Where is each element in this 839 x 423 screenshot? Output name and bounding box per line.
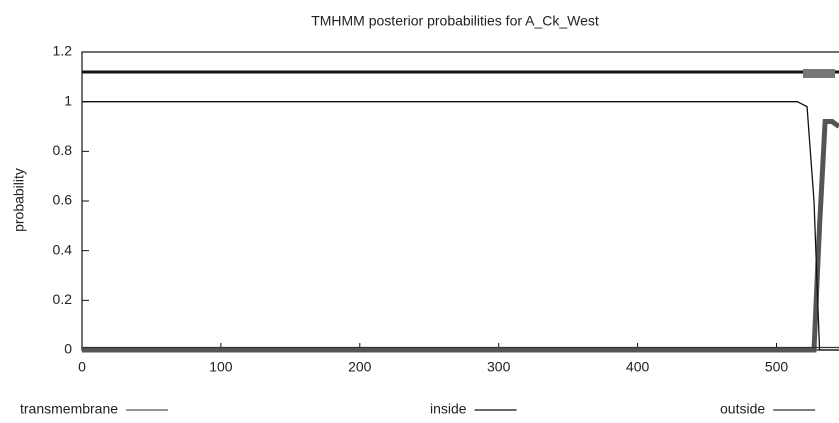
y-tick-label: 0.8: [53, 142, 73, 158]
y-axis-label: probability: [11, 168, 27, 232]
y-tick-label: 1: [64, 92, 72, 108]
x-tick-label: 200: [348, 359, 372, 375]
x-tick-label: 300: [487, 359, 511, 375]
legend-label: inside: [430, 401, 467, 417]
y-tick-label: 0.6: [53, 192, 73, 208]
chart-title: TMHMM posterior probabilities for A_Ck_W…: [311, 13, 599, 29]
x-tick-label: 500: [765, 359, 789, 375]
topology-segment: [803, 69, 835, 78]
series-line: [82, 101, 839, 351]
legend-label: outside: [720, 401, 765, 417]
x-tick-label: 0: [78, 359, 86, 375]
x-tick-label: 400: [626, 359, 650, 375]
x-tick-label: 100: [209, 359, 233, 375]
y-tick-label: 1.2: [53, 43, 73, 59]
y-tick-label: 0.4: [53, 241, 73, 257]
y-tick-label: 0: [64, 341, 72, 357]
series-line: [82, 119, 839, 353]
plot-frame: [81, 51, 839, 351]
legend-label: transmembrane: [20, 401, 118, 417]
y-tick-label: 0.2: [53, 291, 73, 307]
